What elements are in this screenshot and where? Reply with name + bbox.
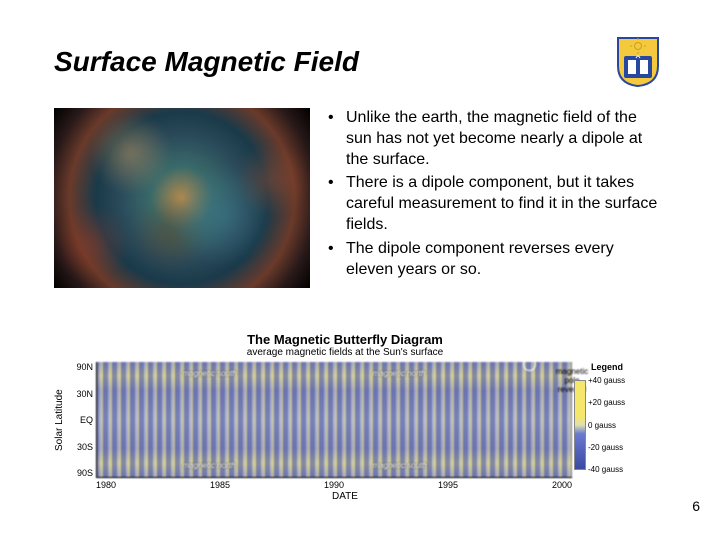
colorbar [574, 380, 586, 470]
x-ticks: 1980 1985 1990 1995 2000 [96, 480, 572, 490]
chart-plot-area: magnetic south magnetic north magnetic n… [96, 362, 572, 478]
list-item: Unlike the earth, the magnetic field of … [328, 108, 660, 170]
sun-image [54, 108, 310, 288]
list-item: There is a dipole component, but it take… [328, 173, 660, 235]
annotation: magnetic south [183, 369, 237, 378]
page-number: 6 [692, 498, 700, 514]
reversal-marker [523, 358, 536, 371]
x-axis-label: DATE [54, 491, 636, 502]
butterfly-diagram: The Magnetic Butterfly Diagram average m… [54, 332, 636, 502]
annotation: magnetic south [373, 461, 427, 470]
y-ticks: 90N 30N EQ 30S 90S [68, 362, 96, 478]
university-logo [616, 36, 660, 88]
annotation: magnetic north [183, 461, 236, 470]
slide-title: Surface Magnetic Field [54, 46, 359, 78]
chart-title: The Magnetic Butterfly Diagram [54, 332, 636, 347]
list-item: The dipole component reverses every elev… [328, 239, 660, 281]
chart-subtitle: average magnetic fields at the Sun's sur… [54, 347, 636, 358]
bullet-list: Unlike the earth, the magnetic field of … [328, 108, 660, 288]
annotation: magnetic north [373, 369, 426, 378]
y-axis-label: Solar Latitude [54, 362, 68, 478]
legend: Legend +40 gauss +20 gauss 0 gauss -20 g… [572, 362, 636, 478]
